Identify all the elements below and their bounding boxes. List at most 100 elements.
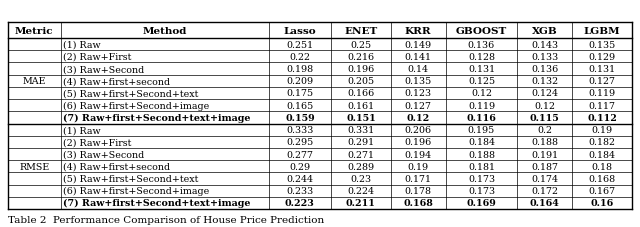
- Text: 0.194: 0.194: [404, 150, 432, 159]
- Text: 0.244: 0.244: [287, 174, 314, 183]
- Text: 0.25: 0.25: [350, 40, 371, 49]
- Text: 0.211: 0.211: [346, 199, 376, 207]
- Text: 0.19: 0.19: [591, 126, 612, 135]
- Text: (2) Raw+First: (2) Raw+First: [63, 53, 131, 62]
- Text: MAE: MAE: [22, 77, 46, 86]
- Text: 0.188: 0.188: [468, 150, 495, 159]
- Text: 0.173: 0.173: [468, 174, 495, 183]
- Text: (3) Raw+Second: (3) Raw+Second: [63, 65, 144, 74]
- Text: 0.135: 0.135: [588, 40, 616, 49]
- Text: Lasso: Lasso: [284, 26, 316, 35]
- Text: 0.175: 0.175: [286, 89, 314, 98]
- Text: 0.209: 0.209: [286, 77, 314, 86]
- Text: 0.184: 0.184: [468, 138, 495, 147]
- Text: 0.143: 0.143: [531, 40, 558, 49]
- Text: 0.167: 0.167: [588, 186, 616, 195]
- Text: (3) Raw+Second: (3) Raw+Second: [63, 150, 144, 159]
- Text: 0.132: 0.132: [531, 77, 558, 86]
- Text: (4) Raw+first+second: (4) Raw+first+second: [63, 162, 170, 171]
- Text: 0.117: 0.117: [589, 101, 616, 110]
- Text: (4) Raw+first+second: (4) Raw+first+second: [63, 77, 170, 86]
- Text: 0.159: 0.159: [285, 114, 315, 122]
- Text: (6) Raw+first+Second+image: (6) Raw+first+Second+image: [63, 101, 209, 110]
- Text: (7) Raw+first+Second+text+image: (7) Raw+first+Second+text+image: [63, 198, 250, 207]
- Text: (5) Raw+first+Second+text: (5) Raw+first+Second+text: [63, 174, 198, 183]
- Text: 0.206: 0.206: [404, 126, 432, 135]
- Text: 0.12: 0.12: [406, 114, 430, 122]
- Text: (7) Raw+first+Second+text+image: (7) Raw+first+Second+text+image: [63, 113, 250, 122]
- Text: Method: Method: [143, 26, 187, 35]
- Text: 0.223: 0.223: [285, 199, 315, 207]
- Text: LGBM: LGBM: [584, 26, 620, 35]
- Text: RMSE: RMSE: [19, 162, 49, 171]
- Text: Metric: Metric: [15, 26, 54, 35]
- Text: 0.127: 0.127: [589, 77, 616, 86]
- Text: 0.196: 0.196: [404, 138, 432, 147]
- Text: ENET: ENET: [344, 26, 378, 35]
- Text: 0.165: 0.165: [286, 101, 314, 110]
- Text: 0.164: 0.164: [530, 199, 559, 207]
- Text: 0.149: 0.149: [404, 40, 432, 49]
- Text: 0.119: 0.119: [468, 101, 495, 110]
- Text: 0.188: 0.188: [531, 138, 558, 147]
- Text: 0.169: 0.169: [467, 199, 497, 207]
- Text: 0.182: 0.182: [589, 138, 616, 147]
- Text: 0.277: 0.277: [287, 150, 314, 159]
- Text: 0.12: 0.12: [534, 101, 555, 110]
- Text: 0.16: 0.16: [591, 199, 614, 207]
- Text: 0.178: 0.178: [404, 186, 432, 195]
- Text: 0.135: 0.135: [404, 77, 432, 86]
- Text: 0.166: 0.166: [348, 89, 374, 98]
- Text: 0.125: 0.125: [468, 77, 495, 86]
- Text: 0.289: 0.289: [348, 162, 374, 171]
- Text: 0.131: 0.131: [468, 65, 495, 74]
- Text: 0.172: 0.172: [531, 186, 558, 195]
- Text: 0.136: 0.136: [531, 65, 558, 74]
- Text: 0.127: 0.127: [404, 101, 432, 110]
- Text: 0.196: 0.196: [348, 65, 374, 74]
- Text: (1) Raw: (1) Raw: [63, 126, 100, 135]
- Text: 0.131: 0.131: [588, 65, 616, 74]
- Text: 0.14: 0.14: [408, 65, 429, 74]
- Text: Table 2  Performance Comparison of House Price Prediction: Table 2 Performance Comparison of House …: [8, 215, 324, 224]
- Text: 0.333: 0.333: [286, 126, 314, 135]
- Text: 0.271: 0.271: [348, 150, 374, 159]
- Text: (5) Raw+first+Second+text: (5) Raw+first+Second+text: [63, 89, 198, 98]
- Text: 0.133: 0.133: [531, 53, 558, 62]
- Text: 0.22: 0.22: [289, 53, 310, 62]
- Text: 0.29: 0.29: [289, 162, 310, 171]
- Text: (2) Raw+First: (2) Raw+First: [63, 138, 131, 147]
- Text: 0.116: 0.116: [467, 114, 497, 122]
- Text: 0.168: 0.168: [588, 174, 616, 183]
- Text: 0.251: 0.251: [286, 40, 314, 49]
- Text: 0.205: 0.205: [348, 77, 374, 86]
- Text: 0.331: 0.331: [348, 126, 374, 135]
- Text: 0.115: 0.115: [530, 114, 559, 122]
- Text: 0.233: 0.233: [286, 186, 314, 195]
- Text: 0.19: 0.19: [408, 162, 429, 171]
- Text: 0.195: 0.195: [468, 126, 495, 135]
- Text: 0.141: 0.141: [404, 53, 432, 62]
- Text: 0.224: 0.224: [348, 186, 374, 195]
- Text: 0.181: 0.181: [468, 162, 495, 171]
- Text: KRR: KRR: [405, 26, 431, 35]
- Text: (1) Raw: (1) Raw: [63, 40, 100, 49]
- Text: 0.198: 0.198: [286, 65, 314, 74]
- Text: 0.173: 0.173: [468, 186, 495, 195]
- Text: 0.295: 0.295: [286, 138, 314, 147]
- Text: XGB: XGB: [532, 26, 557, 35]
- Text: 0.23: 0.23: [350, 174, 371, 183]
- Text: 0.18: 0.18: [591, 162, 612, 171]
- Text: 0.171: 0.171: [404, 174, 432, 183]
- Text: 0.216: 0.216: [348, 53, 374, 62]
- Text: 0.161: 0.161: [348, 101, 374, 110]
- Text: 0.174: 0.174: [531, 174, 558, 183]
- Text: 0.291: 0.291: [348, 138, 374, 147]
- Text: 0.168: 0.168: [403, 199, 433, 207]
- Text: 0.124: 0.124: [531, 89, 558, 98]
- Text: 0.136: 0.136: [468, 40, 495, 49]
- Text: 0.151: 0.151: [346, 114, 376, 122]
- Text: 0.12: 0.12: [471, 89, 492, 98]
- Text: 0.184: 0.184: [589, 150, 616, 159]
- Text: GBOOST: GBOOST: [456, 26, 507, 35]
